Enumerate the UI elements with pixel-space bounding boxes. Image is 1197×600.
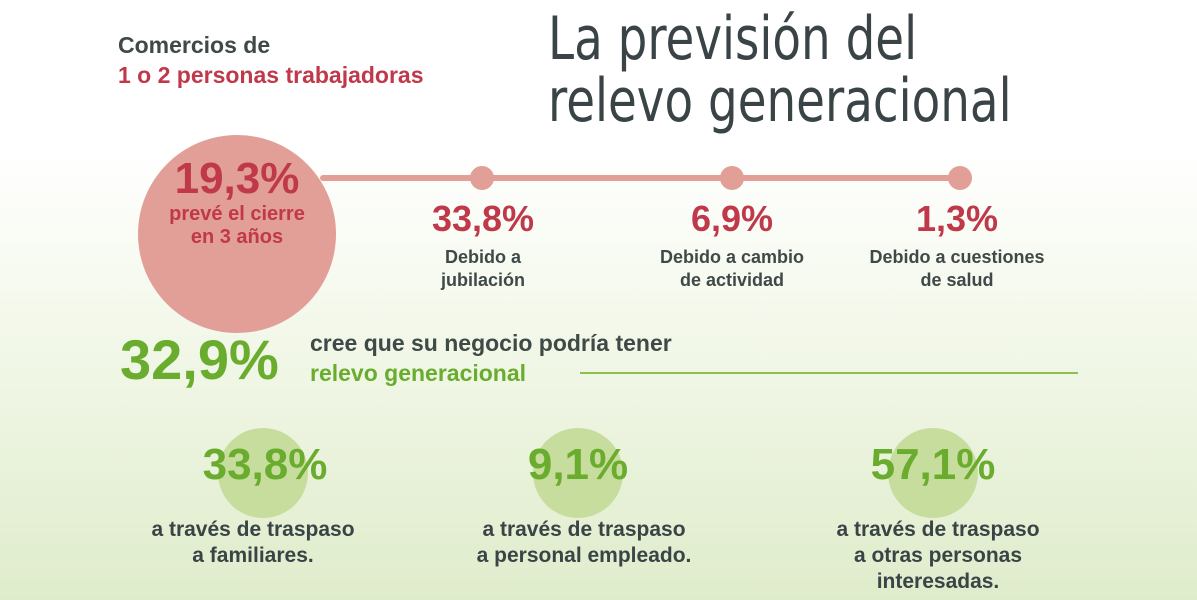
stat-employees-desc: a través de traspaso a personal empleado. (476, 518, 692, 567)
stat-others-desc: a través de traspaso a otras personas inte… (836, 518, 1040, 593)
stat-family-value: 33,8% (202, 440, 328, 489)
timeline-dot (948, 166, 972, 190)
closure-desc-line-2: en 3 años (190, 226, 284, 248)
cause-health: 1,3% Debido a cuestiones de salud (847, 200, 1067, 292)
timeline-line (320, 175, 965, 181)
title-line-1: La previsión del (548, 4, 918, 74)
relevo-text-line-1: cree que su negocio podría tener (310, 330, 672, 356)
cause-desc: Debido a cambio de actividad (659, 247, 805, 290)
stat-bubble (533, 428, 623, 518)
closure-desc-line-1: prevé el cierre (169, 203, 305, 225)
relevo-text: cree que su negocio podría tener relevo … (310, 328, 672, 388)
page-title: La previsión del relevo generacional (548, 8, 1012, 132)
subtitle-line-1: Comercios de (118, 32, 271, 58)
stat-employees-value: 9,1% (527, 440, 629, 489)
subtitle: Comercios de 1 o 2 personas trabajadoras (118, 30, 424, 90)
stat-bubble (888, 428, 978, 518)
cause-value: 33,8% (431, 198, 535, 239)
closure-circle: 19,3% prevé el cierre en 3 años (138, 135, 336, 333)
relevo-divider (580, 372, 1078, 374)
timeline-dot (470, 166, 494, 190)
relevo-text-line-2: relevo generacional (310, 360, 527, 386)
stat-others-value: 57,1% (870, 440, 996, 489)
subtitle-line-2: 1 o 2 personas trabajadoras (118, 62, 424, 88)
relevo-value: 32,9% (120, 328, 279, 391)
stat-bubble (218, 428, 308, 518)
title-line-2: relevo generacional (548, 66, 1012, 136)
cause-value: 1,3% (915, 198, 999, 239)
cause-value: 6,9% (690, 198, 774, 239)
timeline-dot (720, 166, 744, 190)
cause-desc: Debido a cuestiones de salud (869, 247, 1045, 290)
closure-value: 19,3% (174, 154, 300, 203)
cause-activity-change: 6,9% Debido a cambio de actividad (622, 200, 842, 292)
stat-family-desc: a través de traspaso a familiares. (151, 518, 355, 567)
cause-desc: Debido a jubilación (440, 247, 525, 290)
cause-retirement: 33,8% Debido a jubilación (373, 200, 593, 292)
